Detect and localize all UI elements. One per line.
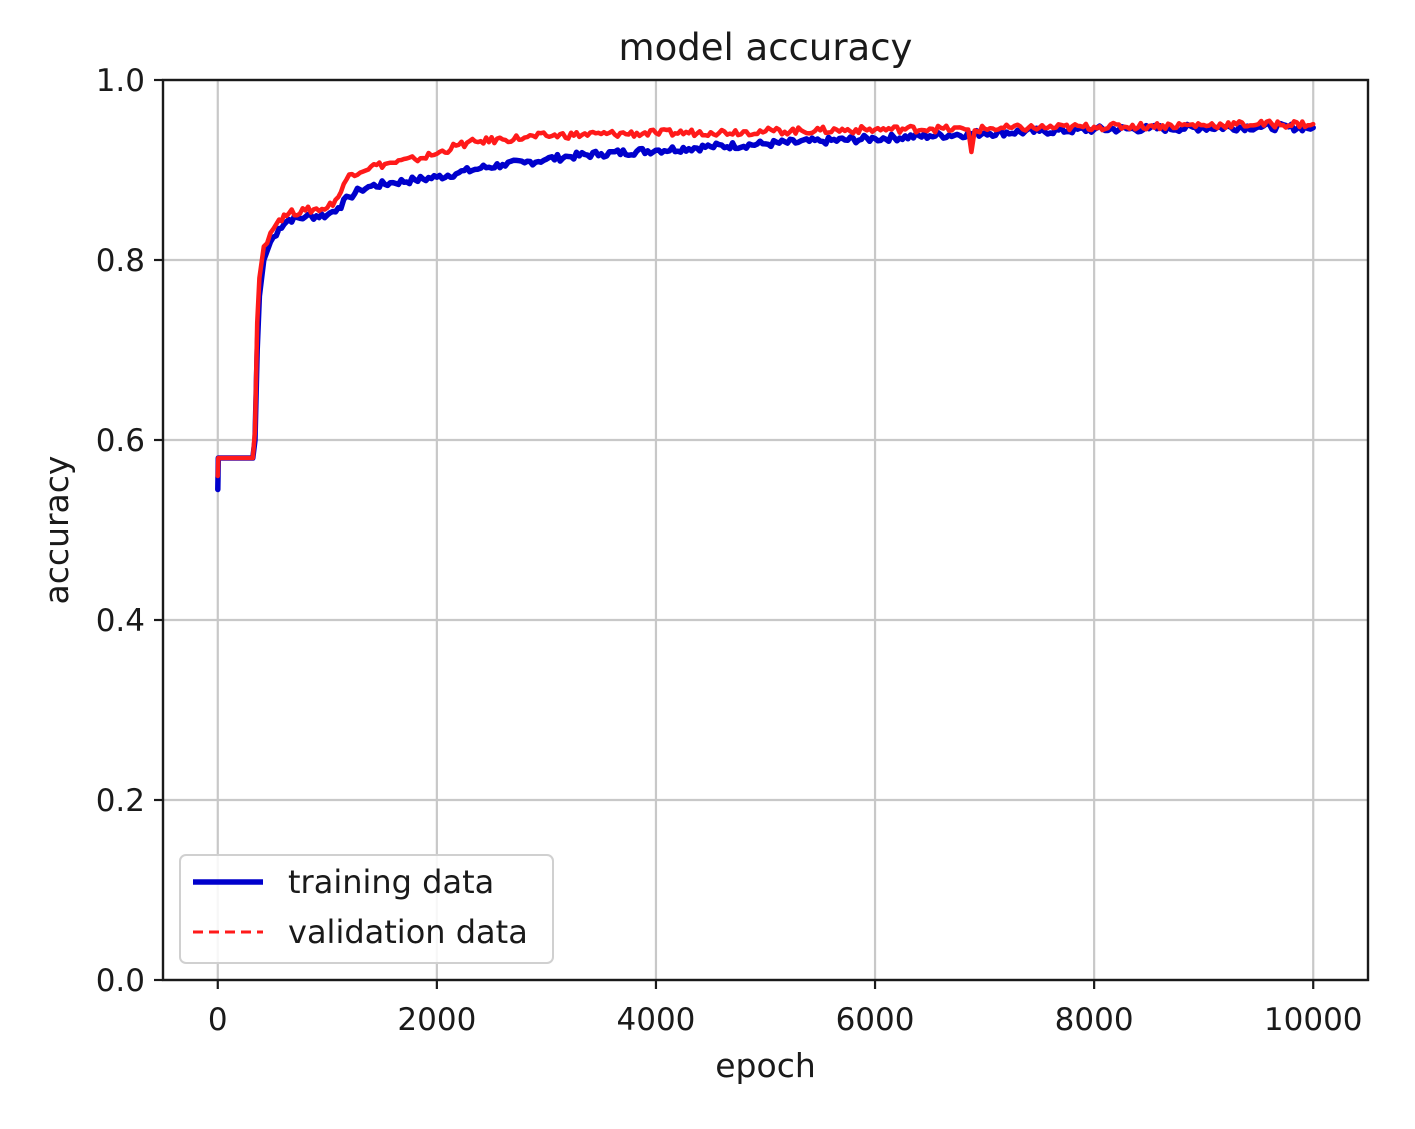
legend: training data validation data [179,854,554,964]
x-tick-label: 8000 [1055,1002,1134,1038]
x-tick-label: 10000 [1264,1002,1363,1038]
training-data-line [215,120,1316,493]
y-tick-label: 0.8 [96,243,145,279]
x-tick-label: 0 [208,1002,228,1038]
grid-layer [163,78,1368,982]
axes-frame [161,78,1370,982]
y-axis-label: accuracy [37,456,76,605]
x-tick-label: 6000 [836,1002,915,1038]
x-tick-label: 2000 [397,1002,476,1038]
validation-data-line [215,118,1316,479]
y-tick-label: 0.0 [96,963,145,999]
y-tick-label: 0.4 [96,603,145,639]
x-tick-label: 4000 [617,1002,696,1038]
x-axis-label: epoch [715,1046,816,1085]
legend-label-validation: validation data [288,913,528,951]
legend-box [179,854,554,964]
legend-label-training: training data [288,863,494,901]
chart-title: model accuracy [619,26,913,69]
y-tick-label: 0.6 [96,423,145,459]
tick-layer: 0 2000 4000 6000 8000 10000 0.0 0.2 0.4 0.6 0.8 1.0 [96,63,1363,1038]
series-layer [215,118,1316,493]
y-tick-label: 0.2 [96,783,145,819]
y-tick-label: 1.0 [96,63,145,99]
